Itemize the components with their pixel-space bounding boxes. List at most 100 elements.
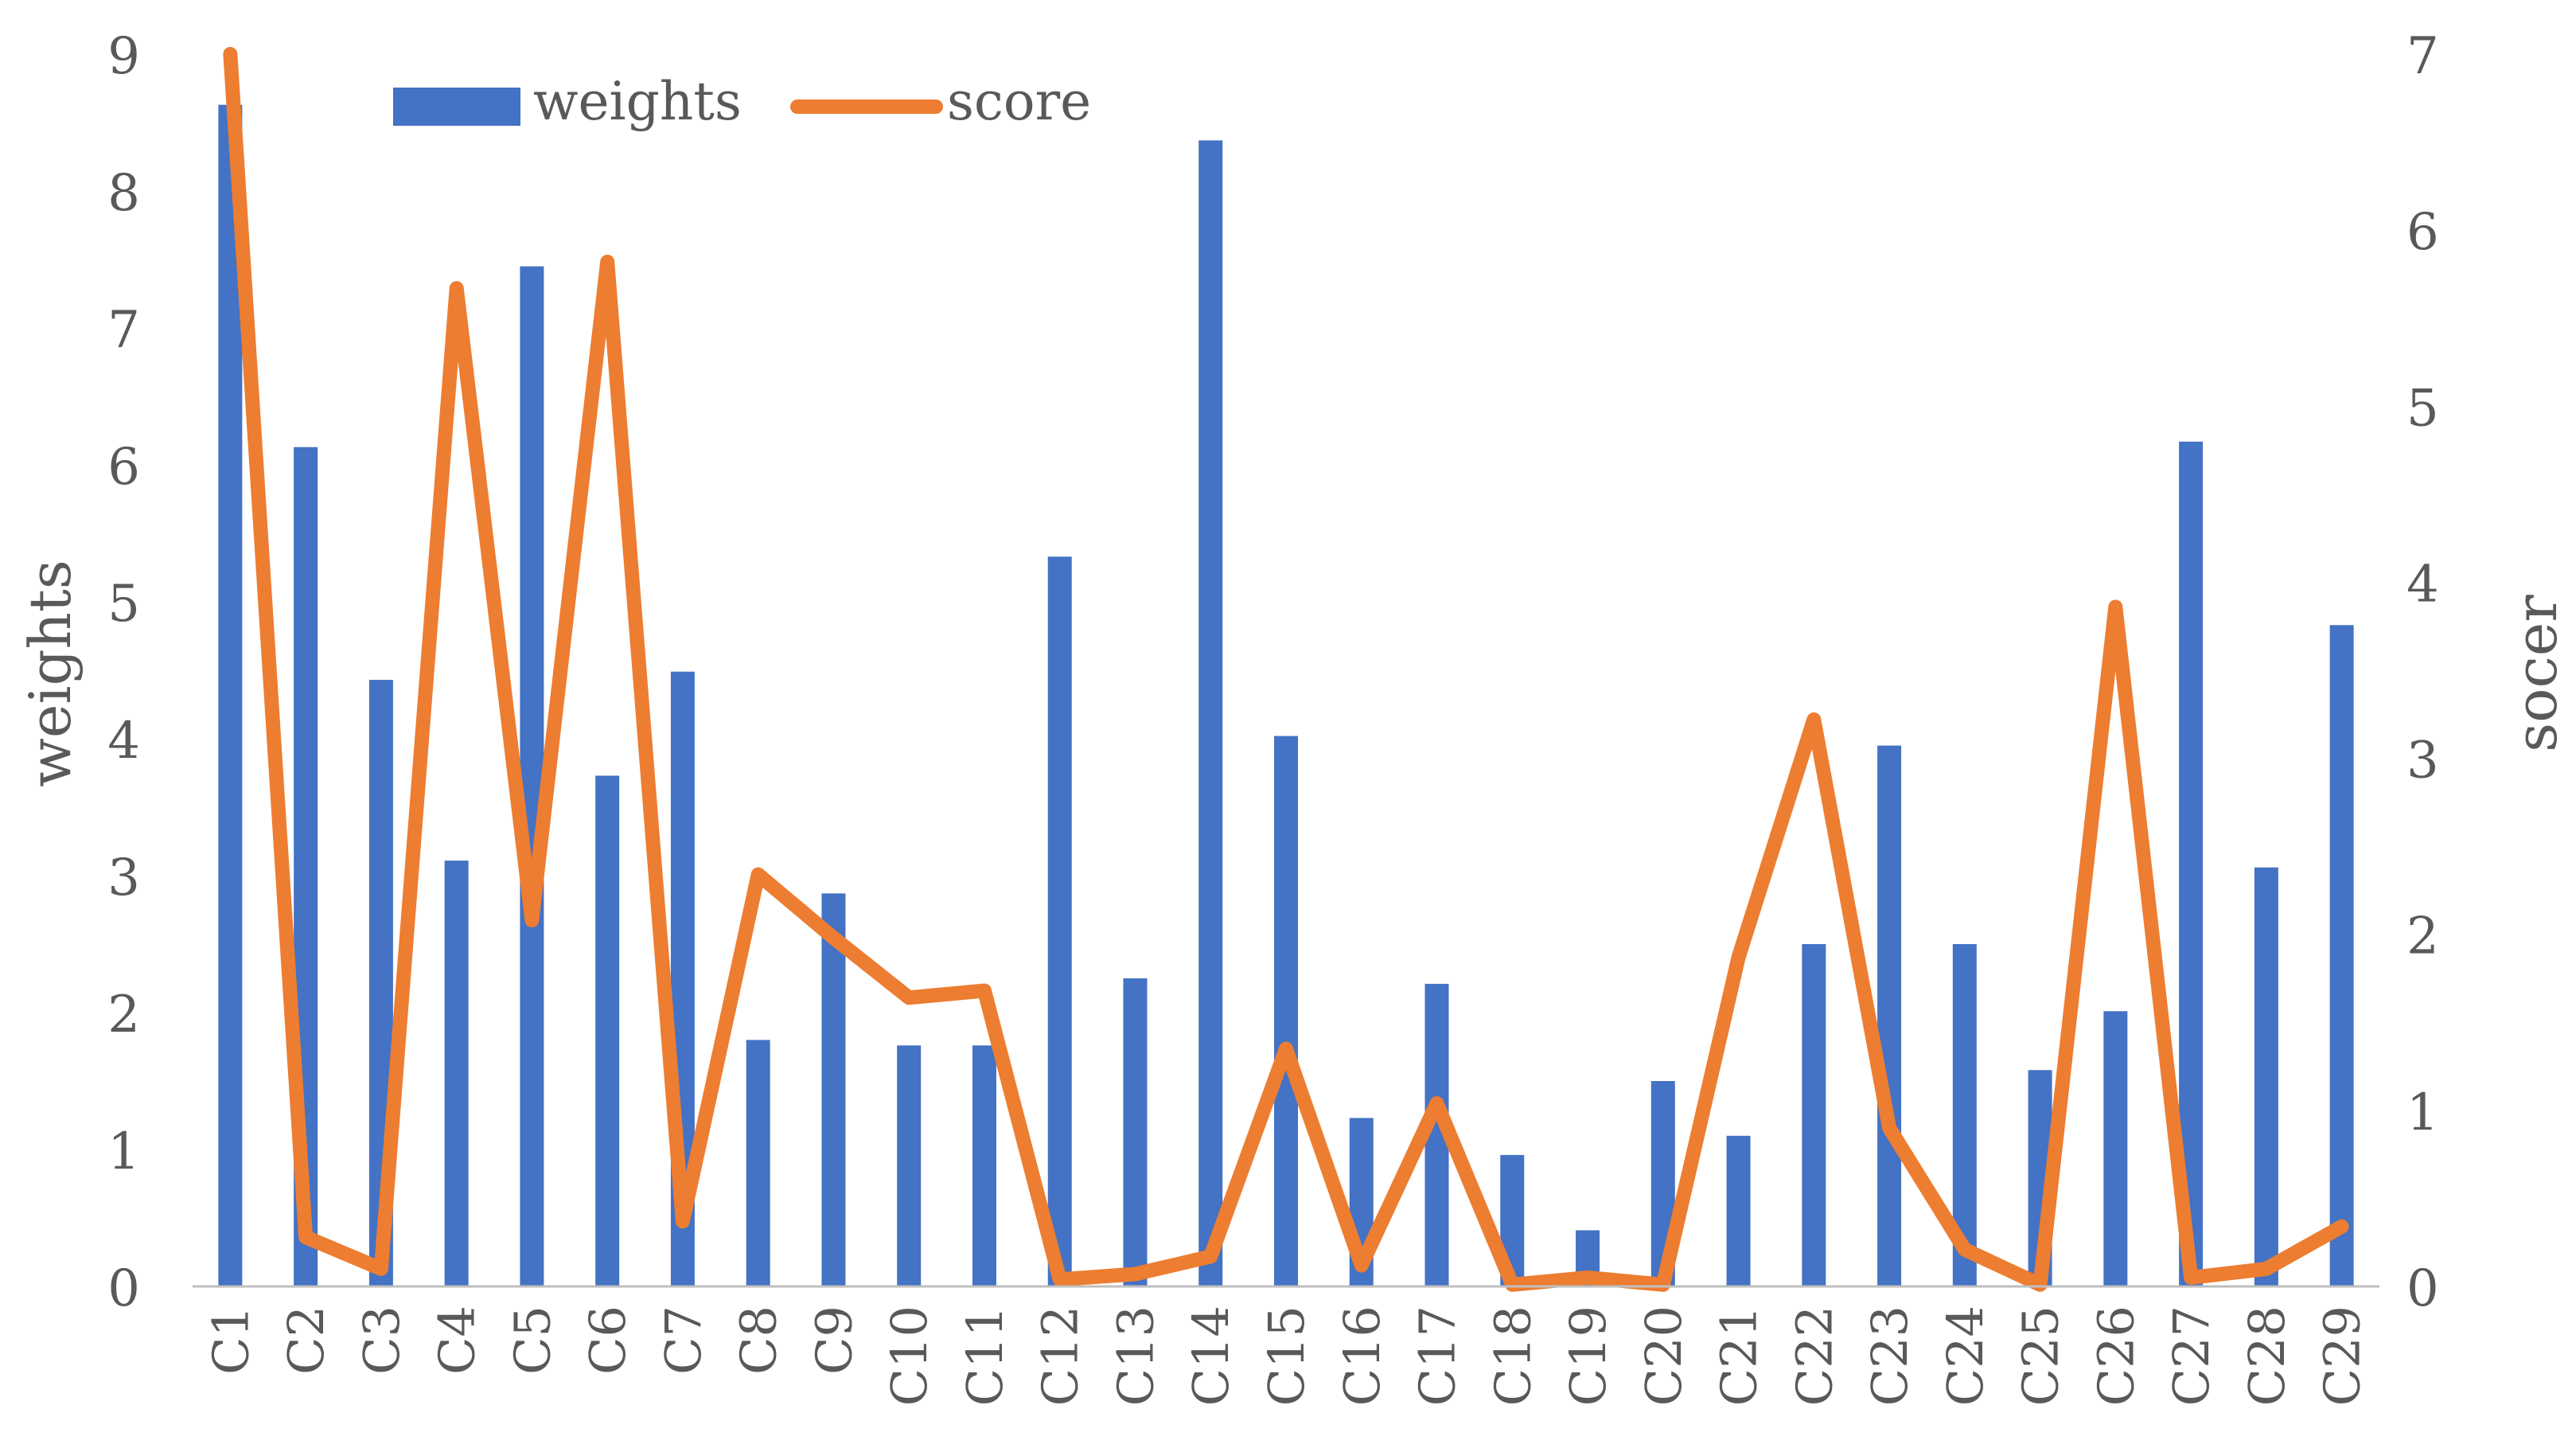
score-point-c28	[2261, 1263, 2271, 1274]
score-point-c15	[1281, 1044, 1291, 1054]
y-tick-label-1: 1	[107, 1122, 140, 1181]
score-point-c13	[1130, 1269, 1140, 1279]
x-tick-label-c11: C11	[956, 1306, 1014, 1406]
score-point-c26	[2110, 602, 2121, 612]
y2-tick-label-5: 5	[2406, 379, 2439, 438]
y-tick-label-6: 6	[107, 438, 140, 497]
bar-c1	[218, 104, 243, 1286]
score-point-c22	[1809, 714, 1819, 724]
x-tick-label-c13: C13	[1106, 1306, 1164, 1406]
x-tick-label-c16: C16	[1333, 1306, 1391, 1406]
bar-c23	[1877, 745, 1902, 1286]
bar-c21	[1726, 1135, 1751, 1286]
x-tick-label-c7: C7	[654, 1306, 712, 1375]
y2-tick-label-4: 4	[2406, 555, 2439, 614]
bar-c5	[520, 266, 544, 1287]
y-tick-label-0: 0	[107, 1259, 140, 1318]
score-point-c14	[1206, 1251, 1216, 1262]
score-point-c21	[1733, 952, 1744, 962]
score-point-c12	[1054, 1274, 1065, 1285]
x-tick-label-c6: C6	[579, 1306, 637, 1375]
y2-tick-label-0: 0	[2406, 1259, 2439, 1318]
x-tick-label-c1: C1	[201, 1306, 259, 1375]
y-axis-title: weights	[17, 560, 84, 787]
score-point-c18	[1507, 1279, 1518, 1290]
axes: 0 1 2 3 4 5 6 7 8 9 0 1 2 3 4 5 6 7 C1 C2 C3 C4 C5 C6 C7 C8 C9 C10 C…	[107, 27, 2438, 1406]
bar-series-weights	[218, 104, 2354, 1287]
y-tick-label-5: 5	[107, 575, 140, 634]
score-point-c1	[225, 49, 236, 59]
score-point-c6	[602, 256, 613, 267]
score-point-c23	[1884, 1122, 1895, 1133]
score-point-c16	[1356, 1260, 1366, 1270]
bar-c6	[595, 775, 620, 1286]
x-tick-label-c25: C25	[2012, 1306, 2070, 1406]
score-point-c5	[527, 915, 537, 926]
x-tick-label-c26: C26	[2087, 1306, 2145, 1406]
x-tick-label-c2: C2	[277, 1306, 335, 1375]
legend-swatch-weights	[393, 88, 520, 126]
x-tick-label-c20: C20	[1635, 1306, 1693, 1406]
score-point-c9	[828, 933, 839, 943]
x-tick-label-c21: C21	[1710, 1306, 1768, 1406]
bar-c4	[444, 861, 469, 1286]
x-tick-label-c10: C10	[880, 1306, 938, 1406]
x-tick-label-c29: C29	[2313, 1306, 2371, 1406]
bar-c10	[897, 1045, 922, 1286]
y2-axis-title: socer	[2503, 595, 2570, 752]
legend-label-weights: weights	[533, 71, 742, 132]
score-point-c20	[1658, 1279, 1668, 1290]
x-tick-label-c14: C14	[1182, 1306, 1240, 1406]
bar-c15	[1274, 736, 1298, 1286]
score-point-c8	[753, 869, 763, 880]
bar-c11	[972, 1045, 996, 1286]
y-tick-label-2: 2	[107, 986, 140, 1044]
bar-c9	[821, 893, 846, 1286]
x-tick-label-c24: C24	[1936, 1306, 1994, 1406]
x-tick-label-c12: C12	[1031, 1306, 1089, 1406]
score-point-c3	[376, 1263, 386, 1274]
y2-tick-label-6: 6	[2406, 203, 2439, 262]
line-series-score	[223, 47, 2349, 1292]
score-point-c24	[1959, 1244, 1970, 1255]
bar-c26	[2103, 1011, 2128, 1286]
bar-c14	[1198, 140, 1223, 1287]
bar-c22	[1802, 944, 1826, 1286]
y2-tick-label-1: 1	[2406, 1083, 2439, 1142]
legend: weights score	[393, 71, 1091, 132]
x-tick-label-c18: C18	[1483, 1306, 1541, 1406]
score-point-c17	[1432, 1099, 1442, 1109]
score-point-c27	[2186, 1272, 2196, 1282]
y-tick-label-3: 3	[107, 849, 140, 908]
y-tick-label-8: 8	[107, 164, 140, 223]
x-tick-label-c3: C3	[353, 1306, 411, 1375]
score-point-c29	[2336, 1221, 2347, 1231]
score-point-c2	[301, 1232, 311, 1243]
x-tick-label-c17: C17	[1409, 1306, 1467, 1406]
bar-c12	[1047, 556, 1072, 1286]
bar-c13	[1123, 978, 1148, 1286]
x-tick-label-c4: C4	[428, 1306, 486, 1375]
bar-c8	[746, 1040, 770, 1286]
y2-tick-label-2: 2	[2406, 908, 2439, 966]
score-point-c25	[2035, 1279, 2045, 1290]
x-tick-label-c22: C22	[1785, 1306, 1843, 1406]
bar-c28	[2254, 867, 2278, 1286]
score-point-c19	[1583, 1272, 1593, 1282]
score-point-c7	[677, 1216, 688, 1227]
y-tick-label-4: 4	[107, 712, 140, 771]
y-tick-label-9: 9	[107, 27, 140, 86]
y-tick-label-7: 7	[107, 301, 140, 360]
legend-label-score: score	[947, 71, 1091, 132]
score-point-c4	[451, 283, 462, 294]
score-point-c10	[904, 993, 914, 1003]
bar-c29	[2329, 625, 2354, 1286]
y2-tick-label-7: 7	[2406, 27, 2439, 86]
x-tick-label-c9: C9	[805, 1306, 863, 1375]
x-tick-label-c5: C5	[503, 1306, 561, 1375]
x-tick-label-c15: C15	[1257, 1306, 1315, 1406]
x-tick-label-c8: C8	[730, 1306, 788, 1375]
x-tick-label-c28: C28	[2238, 1306, 2296, 1406]
y2-tick-label-3: 3	[2406, 732, 2439, 790]
